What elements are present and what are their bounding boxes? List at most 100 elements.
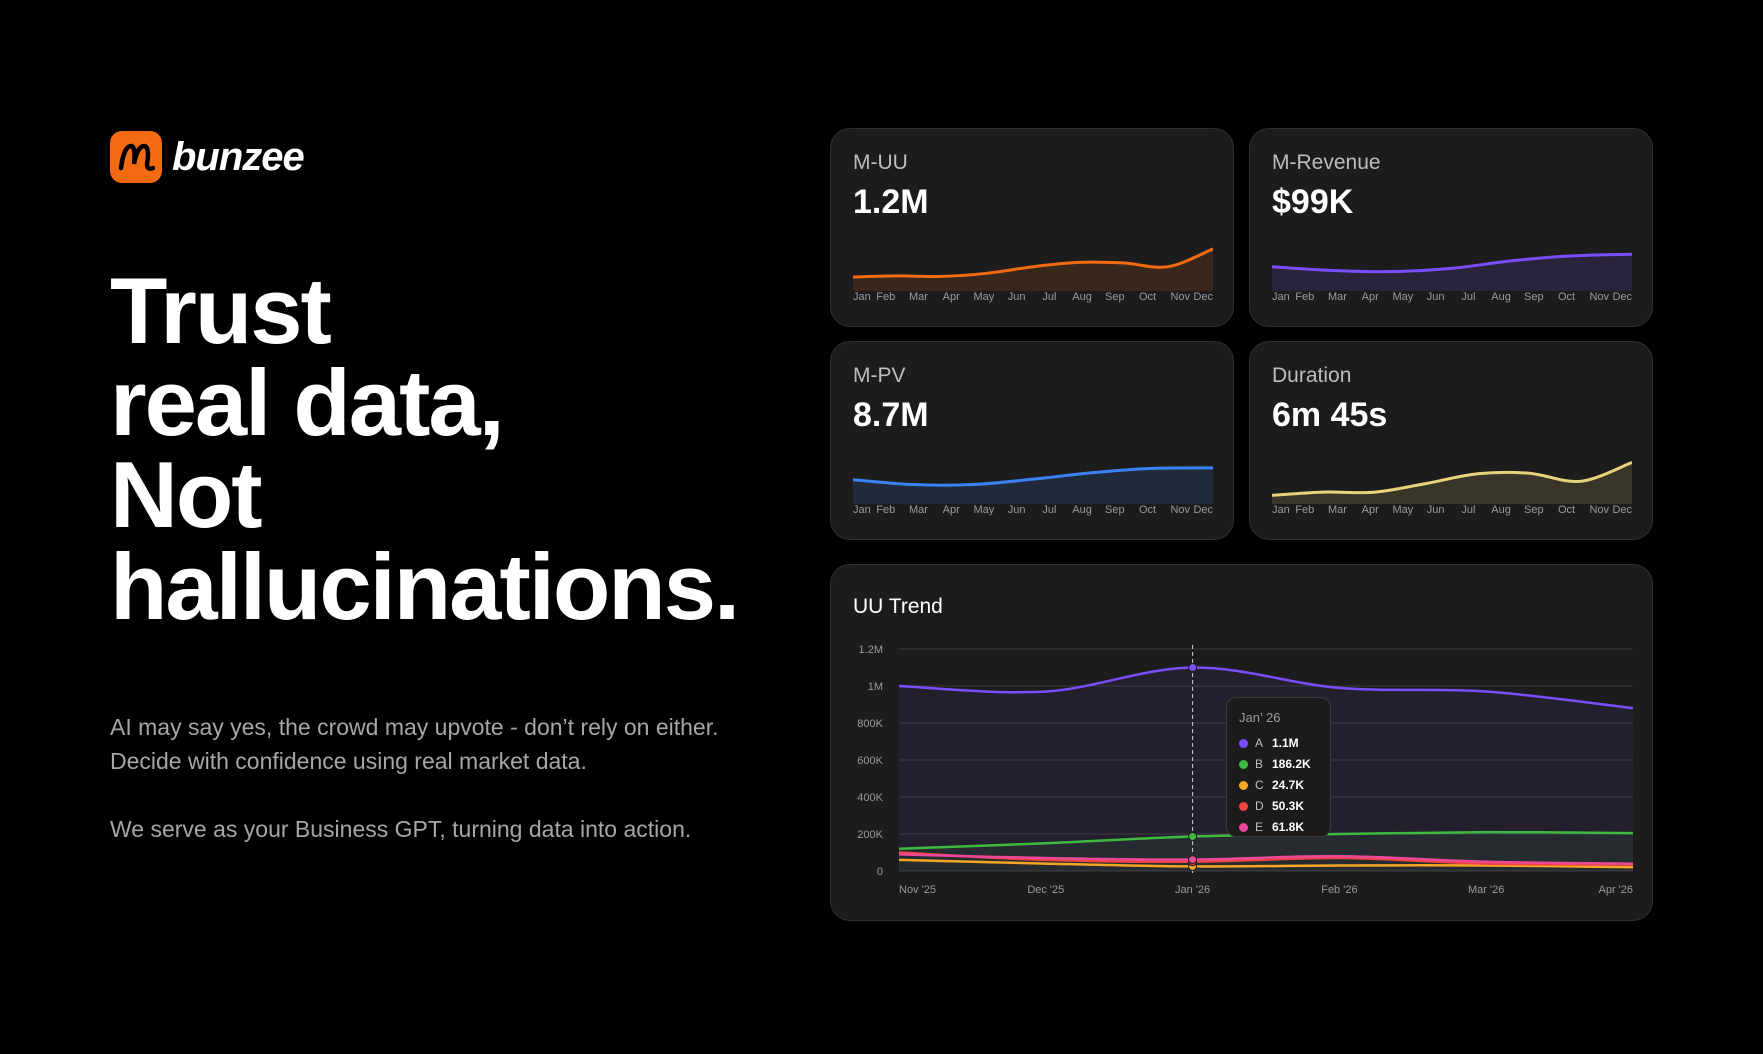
month-tick-label: Mar <box>1327 504 1347 516</box>
month-tick-label: Jul <box>1042 291 1057 303</box>
sparkline <box>1272 461 1632 504</box>
headline-line: hallucinations. <box>110 534 740 639</box>
series-key: D <box>1255 799 1264 813</box>
month-tick-label: Jun <box>1426 504 1445 516</box>
metric-label: M-Revenue <box>1272 151 1381 174</box>
brand-name: bunzee <box>172 134 305 179</box>
metric-card-duration[interactable]: Duration 6m 45s Jan Feb Mar Apr May Jun Jul Aug… <box>1249 341 1653 540</box>
month-tick-label: Dec <box>1612 291 1632 303</box>
month-tick-label: Oct <box>1138 291 1157 303</box>
sparkline <box>853 466 1213 504</box>
tooltip-row: C 24.7K <box>1239 776 1304 794</box>
month-axis: Jan Feb Mar Apr May Jun Jul Aug Sep Oct Nov Dec <box>853 291 1213 307</box>
month-tick-label: Sep <box>1105 291 1125 303</box>
month-tick-label: Mar <box>908 291 928 303</box>
month-tick-label: Jun <box>1007 504 1026 516</box>
x-tick-label: Jan '26 <box>1175 884 1210 896</box>
month-tick-label: Apr <box>942 504 960 516</box>
chart-tooltip: Jan’ 26 A 1.1M B 186.2K C 24.7K D 50.3K … <box>1226 697 1331 837</box>
sparkline-area <box>1272 254 1632 291</box>
hover-point <box>1188 832 1198 842</box>
series-value: 186.2K <box>1272 757 1311 771</box>
sparkline-line <box>1272 461 1632 497</box>
series-dot-icon <box>1239 738 1248 748</box>
month-tick-label: Feb <box>1295 291 1315 303</box>
series-value: 61.8K <box>1272 820 1305 834</box>
hover-point <box>1188 855 1198 865</box>
series-key: C <box>1255 778 1264 792</box>
month-tick-label: Mar <box>1327 291 1347 303</box>
month-tick-label: May <box>1392 504 1414 516</box>
chart-title: UU Trend <box>853 595 943 618</box>
month-tick-label: Jan <box>1272 504 1290 516</box>
series-dot-icon <box>1239 822 1248 832</box>
month-tick-label: Mar <box>908 504 928 516</box>
month-tick-label: Sep <box>1524 504 1544 516</box>
tooltip-row: B 186.2K <box>1239 755 1311 773</box>
month-tick-label: May <box>1392 291 1414 303</box>
metric-value: 6m 45s <box>1272 396 1388 434</box>
metric-value: 8.7M <box>853 396 929 434</box>
series-dot-icon <box>1239 801 1248 811</box>
month-tick-label: Oct <box>1557 291 1576 303</box>
month-tick-label: May <box>973 504 995 516</box>
sparkline-area <box>853 248 1213 291</box>
headline: Trust real data, Not hallucinations. <box>110 258 740 639</box>
month-tick-label: Nov <box>1589 291 1610 303</box>
headline-line: Trust <box>110 258 332 363</box>
month-tick-label: Jan <box>853 504 871 516</box>
metric-card-muu[interactable]: M-UU 1.2M Jan Feb Mar Apr May Jun Jul Aug Sep Oct… <box>830 128 1234 327</box>
sparkline-line <box>853 247 1213 279</box>
x-tick-label: Apr '26 <box>1598 884 1633 896</box>
month-tick-label: Jul <box>1461 291 1476 303</box>
metric-value: 1.2M <box>853 183 929 221</box>
month-tick-label: Oct <box>1557 504 1576 516</box>
month-tick-label: Aug <box>1491 291 1511 303</box>
sparkline-area <box>853 467 1213 504</box>
month-tick-label: Feb <box>1295 504 1315 516</box>
month-tick-label: Jun <box>1007 291 1026 303</box>
series-key: A <box>1255 736 1264 750</box>
sparkline-line <box>853 466 1213 487</box>
month-axis: Jan Feb Mar Apr May Jun Jul Aug Sep Oct Nov Dec <box>1272 291 1632 307</box>
tooltip-row: A 1.1M <box>1239 734 1299 752</box>
x-tick-label: Nov '25 <box>899 884 936 896</box>
series-line-C <box>898 858 1634 869</box>
y-tick-label: 0 <box>877 866 883 878</box>
month-tick-label: Nov <box>1589 504 1610 516</box>
metric-card-mpv[interactable]: M-PV 8.7M Jan Feb Mar Apr May Jun Jul Aug Sep Oct… <box>830 341 1234 540</box>
month-tick-label: Oct <box>1138 504 1157 516</box>
y-tick-label: 400K <box>857 792 883 804</box>
y-tick-label: 1.2M <box>859 644 883 656</box>
sparkline <box>1272 252 1632 291</box>
tooltip-title: Jan’ 26 <box>1239 710 1281 725</box>
month-tick-label: Dec <box>1612 504 1632 516</box>
uu-trend-card[interactable]: UU Trend 0 200K 400K 600K 800K 1M 1.2M Nov '25 D… <box>830 564 1653 921</box>
y-tick-label: 600K <box>857 755 883 767</box>
series-dot-icon <box>1239 759 1248 769</box>
month-tick-label: Apr <box>942 291 960 303</box>
metric-value: $99K <box>1272 183 1354 221</box>
month-tick-label: Nov <box>1170 504 1191 516</box>
headline-line: real data, <box>110 350 505 455</box>
sparkline-area <box>1272 462 1632 504</box>
month-tick-label: Feb <box>876 291 896 303</box>
tooltip-row: D 50.3K <box>1239 797 1304 815</box>
month-tick-label: Aug <box>1072 504 1092 516</box>
month-tick-label: Sep <box>1105 504 1125 516</box>
month-tick-label: Apr <box>1361 504 1379 516</box>
month-tick-label: Jun <box>1426 291 1445 303</box>
metric-label: M-UU <box>853 151 908 174</box>
series-value: 1.1M <box>1272 736 1299 750</box>
month-tick-label: Sep <box>1524 291 1544 303</box>
headline-line: Not <box>110 442 263 547</box>
brand-logo[interactable]: bunzee <box>110 131 305 183</box>
metric-card-revenue[interactable]: M-Revenue $99K Jan Feb Mar Apr May Jun Jul Aug S… <box>1249 128 1653 327</box>
month-tick-label: May <box>973 291 995 303</box>
month-tick-label: Dec <box>1193 504 1213 516</box>
series-key: B <box>1255 757 1264 771</box>
sparkline-line <box>1272 252 1632 274</box>
metric-label: Duration <box>1272 364 1352 387</box>
month-axis: Jan Feb Mar Apr May Jun Jul Aug Sep Oct Nov Dec <box>1272 504 1632 520</box>
month-tick-label: Dec <box>1193 291 1213 303</box>
